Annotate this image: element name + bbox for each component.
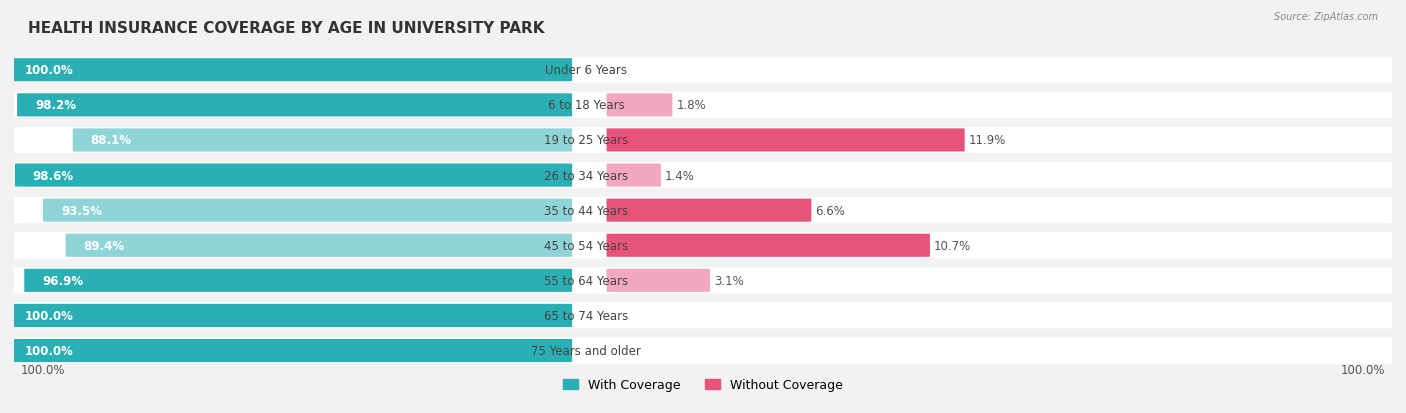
- Text: 3.1%: 3.1%: [714, 274, 744, 287]
- Text: 75 Years and older: 75 Years and older: [531, 344, 641, 357]
- Text: 100.0%: 100.0%: [25, 64, 75, 77]
- Text: 96.9%: 96.9%: [42, 274, 83, 287]
- FancyBboxPatch shape: [606, 94, 672, 117]
- FancyBboxPatch shape: [44, 199, 572, 222]
- Text: 100.0%: 100.0%: [25, 344, 75, 357]
- Text: 1.4%: 1.4%: [665, 169, 695, 182]
- Text: Source: ZipAtlas.com: Source: ZipAtlas.com: [1274, 12, 1378, 22]
- Text: 100.0%: 100.0%: [25, 309, 75, 322]
- Text: 6 to 18 Years: 6 to 18 Years: [547, 99, 624, 112]
- Text: 11.9%: 11.9%: [969, 134, 1007, 147]
- FancyBboxPatch shape: [17, 94, 572, 117]
- FancyBboxPatch shape: [15, 164, 572, 187]
- Text: 88.1%: 88.1%: [90, 134, 132, 147]
- Text: 100.0%: 100.0%: [21, 363, 66, 376]
- FancyBboxPatch shape: [606, 164, 661, 187]
- FancyBboxPatch shape: [66, 234, 572, 257]
- Text: 19 to 25 Years: 19 to 25 Years: [544, 134, 628, 147]
- FancyBboxPatch shape: [10, 57, 1396, 83]
- FancyBboxPatch shape: [10, 338, 1396, 364]
- Text: 55 to 64 Years: 55 to 64 Years: [544, 274, 628, 287]
- FancyBboxPatch shape: [73, 129, 572, 152]
- Text: 89.4%: 89.4%: [83, 239, 125, 252]
- FancyBboxPatch shape: [606, 234, 929, 257]
- FancyBboxPatch shape: [10, 233, 1396, 259]
- Legend: With Coverage, Without Coverage: With Coverage, Without Coverage: [562, 378, 844, 391]
- FancyBboxPatch shape: [10, 268, 1396, 294]
- FancyBboxPatch shape: [7, 304, 572, 327]
- Text: 10.7%: 10.7%: [934, 239, 972, 252]
- FancyBboxPatch shape: [606, 199, 811, 222]
- FancyBboxPatch shape: [10, 303, 1396, 329]
- Text: 93.5%: 93.5%: [60, 204, 101, 217]
- FancyBboxPatch shape: [606, 129, 965, 152]
- Text: 98.2%: 98.2%: [35, 99, 76, 112]
- Text: 45 to 54 Years: 45 to 54 Years: [544, 239, 628, 252]
- Text: 35 to 44 Years: 35 to 44 Years: [544, 204, 628, 217]
- Text: 6.6%: 6.6%: [815, 204, 845, 217]
- Text: 98.6%: 98.6%: [32, 169, 75, 182]
- Text: Under 6 Years: Under 6 Years: [546, 64, 627, 77]
- FancyBboxPatch shape: [10, 197, 1396, 224]
- Text: 65 to 74 Years: 65 to 74 Years: [544, 309, 628, 322]
- FancyBboxPatch shape: [10, 93, 1396, 119]
- FancyBboxPatch shape: [24, 269, 572, 292]
- Text: 100.0%: 100.0%: [1340, 363, 1385, 376]
- FancyBboxPatch shape: [10, 128, 1396, 154]
- Text: 1.8%: 1.8%: [676, 99, 706, 112]
- FancyBboxPatch shape: [10, 163, 1396, 189]
- Text: HEALTH INSURANCE COVERAGE BY AGE IN UNIVERSITY PARK: HEALTH INSURANCE COVERAGE BY AGE IN UNIV…: [28, 21, 544, 36]
- FancyBboxPatch shape: [7, 59, 572, 82]
- FancyBboxPatch shape: [7, 339, 572, 362]
- FancyBboxPatch shape: [606, 269, 710, 292]
- Text: 26 to 34 Years: 26 to 34 Years: [544, 169, 628, 182]
